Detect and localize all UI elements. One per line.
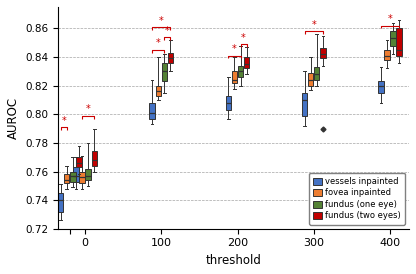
PathPatch shape bbox=[168, 53, 173, 63]
Text: *: * bbox=[165, 25, 170, 36]
PathPatch shape bbox=[85, 169, 91, 180]
PathPatch shape bbox=[238, 65, 243, 77]
PathPatch shape bbox=[302, 93, 307, 116]
Text: *: * bbox=[86, 104, 90, 114]
PathPatch shape bbox=[70, 172, 75, 182]
PathPatch shape bbox=[390, 31, 396, 45]
Text: *: * bbox=[232, 44, 237, 54]
Text: *: * bbox=[156, 38, 161, 48]
Y-axis label: AUROC: AUROC bbox=[7, 97, 20, 139]
PathPatch shape bbox=[378, 81, 384, 93]
PathPatch shape bbox=[320, 48, 326, 58]
Text: *: * bbox=[241, 33, 246, 43]
PathPatch shape bbox=[92, 152, 97, 166]
PathPatch shape bbox=[156, 86, 161, 96]
PathPatch shape bbox=[149, 103, 155, 119]
PathPatch shape bbox=[308, 73, 313, 86]
PathPatch shape bbox=[314, 67, 319, 80]
PathPatch shape bbox=[162, 63, 167, 81]
X-axis label: threshold: threshold bbox=[206, 254, 262, 267]
PathPatch shape bbox=[232, 71, 237, 83]
Text: *: * bbox=[159, 16, 163, 25]
PathPatch shape bbox=[76, 157, 82, 167]
PathPatch shape bbox=[64, 174, 69, 183]
Text: *: * bbox=[388, 14, 392, 24]
PathPatch shape bbox=[396, 28, 402, 56]
PathPatch shape bbox=[79, 172, 84, 183]
Legend: vessels inpainted, fovea inpainted, fundus (one eye), fundus (two eyes): vessels inpainted, fovea inpainted, fund… bbox=[309, 173, 405, 225]
PathPatch shape bbox=[244, 57, 249, 68]
PathPatch shape bbox=[58, 193, 63, 212]
PathPatch shape bbox=[384, 50, 390, 60]
Text: *: * bbox=[61, 116, 66, 126]
PathPatch shape bbox=[226, 96, 231, 110]
Text: *: * bbox=[312, 20, 316, 30]
PathPatch shape bbox=[73, 167, 79, 182]
